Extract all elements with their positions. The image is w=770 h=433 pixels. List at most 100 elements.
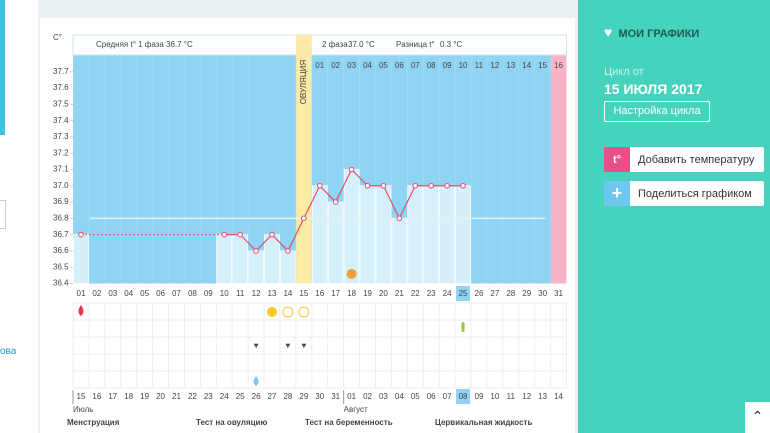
phase2-value: 37.0 °C (348, 40, 375, 49)
temperature-bar (311, 185, 328, 284)
temperature-bar (375, 185, 392, 284)
phase2-day: 14 (522, 61, 531, 70)
date-label: 30 (315, 392, 324, 401)
temperature-bar (327, 201, 344, 284)
y-tick-label: 36.9 (53, 197, 69, 206)
date-label: 14 (554, 392, 563, 401)
x-tick-label: 16 (315, 289, 324, 298)
date-label: 19 (140, 392, 149, 401)
phase1-value: 36.7 °C (166, 40, 193, 49)
temperature-point (253, 248, 259, 254)
temperature-point (428, 182, 435, 189)
settings-button[interactable]: Настройка цикла (604, 101, 710, 122)
x-tick-label: 25 (459, 289, 468, 298)
y-tick-label: 37.5 (53, 99, 69, 108)
phase2-day: 05 (379, 61, 388, 70)
date-label: 20 (156, 392, 165, 401)
temperature-bar (343, 169, 360, 284)
share-button[interactable]: + Поделиться графиком (604, 181, 764, 206)
temperature-point (348, 166, 355, 173)
cycle-date: 15 ИЮЛЯ 2017 (604, 81, 703, 97)
temperature-point (269, 231, 275, 238)
x-tick-label: 08 (188, 289, 197, 298)
add-temp-button[interactable]: t° Добавить температуру (604, 147, 764, 172)
temperature-bar (407, 185, 424, 284)
pregnancy-test (461, 322, 465, 332)
x-tick-label: 18 (347, 289, 356, 298)
input[interactable] (0, 200, 6, 229)
date-label: 15 (77, 392, 86, 401)
y-unit: C° (53, 33, 62, 42)
link[interactable]: ова (0, 346, 17, 357)
menstruation-drop (78, 305, 84, 316)
x-tick-label: 17 (331, 289, 340, 298)
sidebar: ♥ МОИ ГРАФИКИ Цикл от 15 ИЮЛЯ 2017 Настр… (578, 0, 770, 433)
x-tick-label: 31 (554, 289, 563, 298)
ovulation-column (295, 35, 312, 284)
phase2-day: 10 (459, 61, 468, 70)
y-tick-label: 36.7 (53, 230, 69, 239)
scroll-top[interactable]: ⌃ (745, 402, 770, 433)
month-label: Июль (73, 405, 93, 414)
x-tick-label: 28 (506, 289, 515, 298)
y-tick-label: 37.3 (53, 132, 69, 141)
phase2-day: 03 (347, 61, 356, 70)
legend-label: Менструация (67, 418, 120, 427)
y-tick-label: 37.2 (53, 148, 69, 157)
chart: C° Средняя t° 1 фаза 36.7 °C 2 фаза 37.0 °C Р… (53, 33, 568, 427)
heart: ♥ (254, 341, 259, 350)
phase2-day: 16 (554, 61, 563, 70)
x-tick-label: 05 (140, 289, 149, 298)
heart: ♥ (301, 341, 306, 350)
diff-label: Разница t° (396, 40, 435, 49)
temperature-point (364, 182, 371, 189)
date-label: 25 (236, 392, 245, 401)
x-tick-label: 04 (124, 289, 133, 298)
temperature-point (221, 231, 228, 238)
temperature-point (301, 215, 307, 222)
weekend-mark (299, 404, 309, 405)
temperature-bar (73, 234, 89, 284)
ovulation-test (267, 307, 277, 317)
phase2-day: 01 (315, 61, 324, 70)
phase2-day: 02 (331, 61, 340, 70)
icon: + (604, 181, 630, 206)
label: Добавить температуру (638, 153, 755, 166)
temperature-point (78, 231, 84, 238)
ovulation-label: ОВУЛЯЦИЯ (299, 59, 308, 104)
weekend-mark (538, 404, 548, 405)
temperature-bar (359, 185, 376, 284)
temperature-point (316, 182, 323, 189)
x-tick-label: 10 (220, 289, 229, 298)
x-tick-label: 12 (252, 289, 261, 298)
temperature-point (332, 199, 339, 205)
x-tick-label: 19 (363, 289, 372, 298)
date-label: 18 (124, 392, 133, 401)
date-label: 16 (92, 392, 101, 401)
date-label: 17 (108, 392, 117, 401)
phase2-day: 13 (506, 61, 515, 70)
temperature-line (224, 168, 464, 252)
my-charts[interactable]: ♥ МОИ ГРАФИКИ (604, 24, 700, 40)
weekend-mark (187, 404, 197, 405)
date-label: 11 (507, 392, 516, 401)
icon: t° (604, 147, 630, 172)
weekend-mark (315, 404, 325, 405)
phase2-day: 15 (538, 61, 547, 70)
date-label: 31 (331, 392, 340, 401)
weekend-mark (203, 404, 213, 405)
left-strip: ова (0, 0, 38, 433)
y-tick-label: 37.7 (53, 67, 69, 76)
x-tick-label: 30 (538, 289, 547, 298)
temperature-point (444, 182, 450, 189)
date-label: 28 (283, 392, 292, 401)
my-charts-label: МОИ ГРАФИКИ (618, 28, 700, 40)
date-label: 29 (299, 392, 308, 401)
x-tick-label: 06 (156, 289, 165, 298)
x-tick-label: 09 (204, 289, 213, 298)
y-tick-label: 36.8 (53, 213, 69, 222)
temperature-bar (216, 234, 233, 284)
phase2-day: 08 (427, 61, 436, 70)
date-label: 08 (459, 392, 468, 401)
